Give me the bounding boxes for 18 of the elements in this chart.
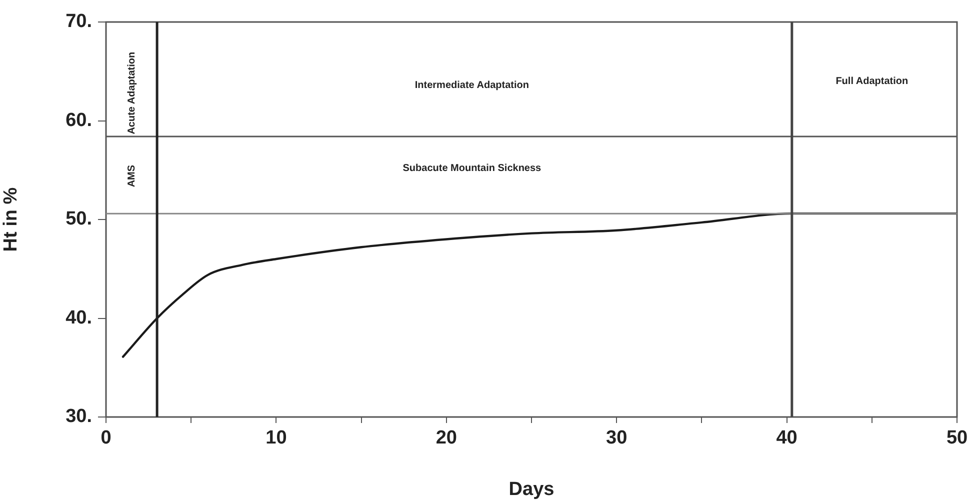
x-tick-label: 40 bbox=[776, 428, 798, 449]
x-tick-label: 20 bbox=[436, 428, 457, 449]
annotation: Full Adaptation bbox=[836, 76, 908, 87]
x-axis-title: Days bbox=[508, 478, 554, 500]
y-tick-label: 70. bbox=[66, 11, 92, 32]
annotation: Subacute Mountain Sickness bbox=[402, 162, 542, 174]
y-tick-label: 60. bbox=[66, 110, 92, 131]
y-tick-label: 30. bbox=[66, 406, 92, 428]
x-tick-label: 50 bbox=[946, 428, 968, 449]
x-tick-label: 0 bbox=[100, 428, 112, 449]
x-tick-label: 10 bbox=[266, 428, 287, 449]
annotation: Intermediate Adaptation bbox=[414, 80, 529, 91]
x-tick-label: 30 bbox=[606, 428, 628, 449]
y-tick-label: 50. bbox=[66, 208, 92, 230]
y-axis-title: Ht in % bbox=[0, 187, 22, 252]
annotation: AMS bbox=[126, 164, 138, 188]
annotation: Acute Adaptation bbox=[126, 52, 138, 134]
y-tick-label: 40. bbox=[66, 307, 92, 328]
